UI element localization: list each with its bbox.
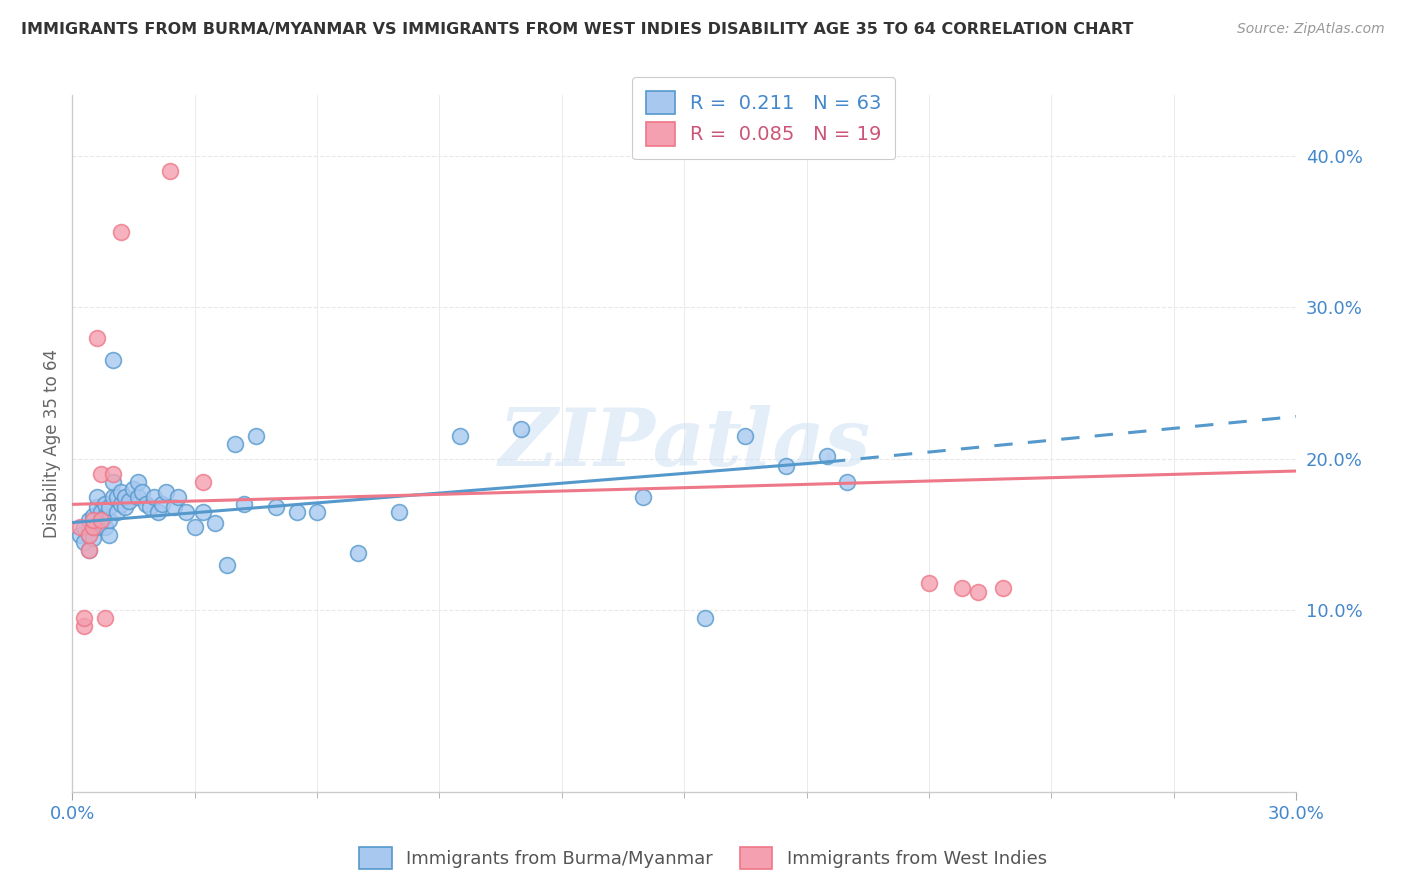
Point [90,512,112,526]
Point [114,490,136,504]
Point [114,500,136,515]
Point [815,449,838,463]
Point [991,581,1014,595]
Point [693,611,716,625]
Point [388,505,411,519]
Point [837,475,859,489]
Point [97,527,120,541]
Point [264,500,287,515]
Point [127,490,149,504]
Point [204,516,226,530]
Point [73,520,96,534]
Point [110,225,132,239]
Point [305,505,328,519]
Point [101,475,124,489]
Point [135,497,157,511]
Point [110,497,132,511]
Point [224,436,246,450]
Point [449,429,471,443]
Point [163,500,186,515]
Point [94,520,117,534]
Point [101,467,124,481]
Point [967,585,990,599]
Point [105,490,128,504]
Point [77,542,100,557]
Point [97,512,120,526]
Point [139,500,162,515]
Point [94,497,117,511]
Point [122,482,145,496]
Point [73,611,96,625]
Point [82,531,104,545]
Legend: R =  0.211   N = 63, R =  0.085   N = 19: R = 0.211 N = 63, R = 0.085 N = 19 [633,77,896,160]
Point [950,581,973,595]
Point [73,535,96,549]
Point [90,467,112,481]
Point [69,527,91,541]
Point [118,494,141,508]
Point [127,475,149,489]
Point [77,512,100,526]
Text: Source: ZipAtlas.com: Source: ZipAtlas.com [1237,22,1385,37]
Point [101,490,124,504]
Point [69,520,91,534]
Point [347,546,370,560]
Point [82,520,104,534]
Point [285,505,308,519]
Point [105,505,128,519]
Point [232,497,254,511]
Point [150,497,173,511]
Text: IMMIGRANTS FROM BURMA/MYANMAR VS IMMIGRANTS FROM WEST INDIES DISABILITY AGE 35 T: IMMIGRANTS FROM BURMA/MYANMAR VS IMMIGRA… [21,22,1133,37]
Y-axis label: Disability Age 35 to 64: Disability Age 35 to 64 [44,350,60,538]
Point [191,505,214,519]
Point [97,500,120,515]
Point [86,331,108,345]
Point [167,490,190,504]
Point [77,527,100,541]
Point [101,353,124,368]
Point [217,558,239,572]
Text: ZIPatlas: ZIPatlas [498,405,870,483]
Point [918,576,941,591]
Point [82,509,104,524]
Point [633,490,655,504]
Legend: Immigrants from Burma/Myanmar, Immigrants from West Indies: Immigrants from Burma/Myanmar, Immigrant… [352,839,1054,876]
Point [90,516,112,530]
Point [86,520,108,534]
Point [142,490,165,504]
Point [94,611,117,625]
Point [77,527,100,541]
Point [183,520,205,534]
Point [86,500,108,515]
Point [159,164,181,178]
Point [245,429,267,443]
Point [90,505,112,519]
Point [155,485,177,500]
Point [82,512,104,526]
Point [110,485,132,500]
Point [510,421,533,435]
Point [82,520,104,534]
Point [73,618,96,632]
Point [94,509,117,524]
Point [191,475,214,489]
Point [86,490,108,504]
Point [131,485,153,500]
Point [77,542,100,557]
Point [176,505,198,519]
Point [146,505,169,519]
Point [775,459,797,474]
Point [734,429,756,443]
